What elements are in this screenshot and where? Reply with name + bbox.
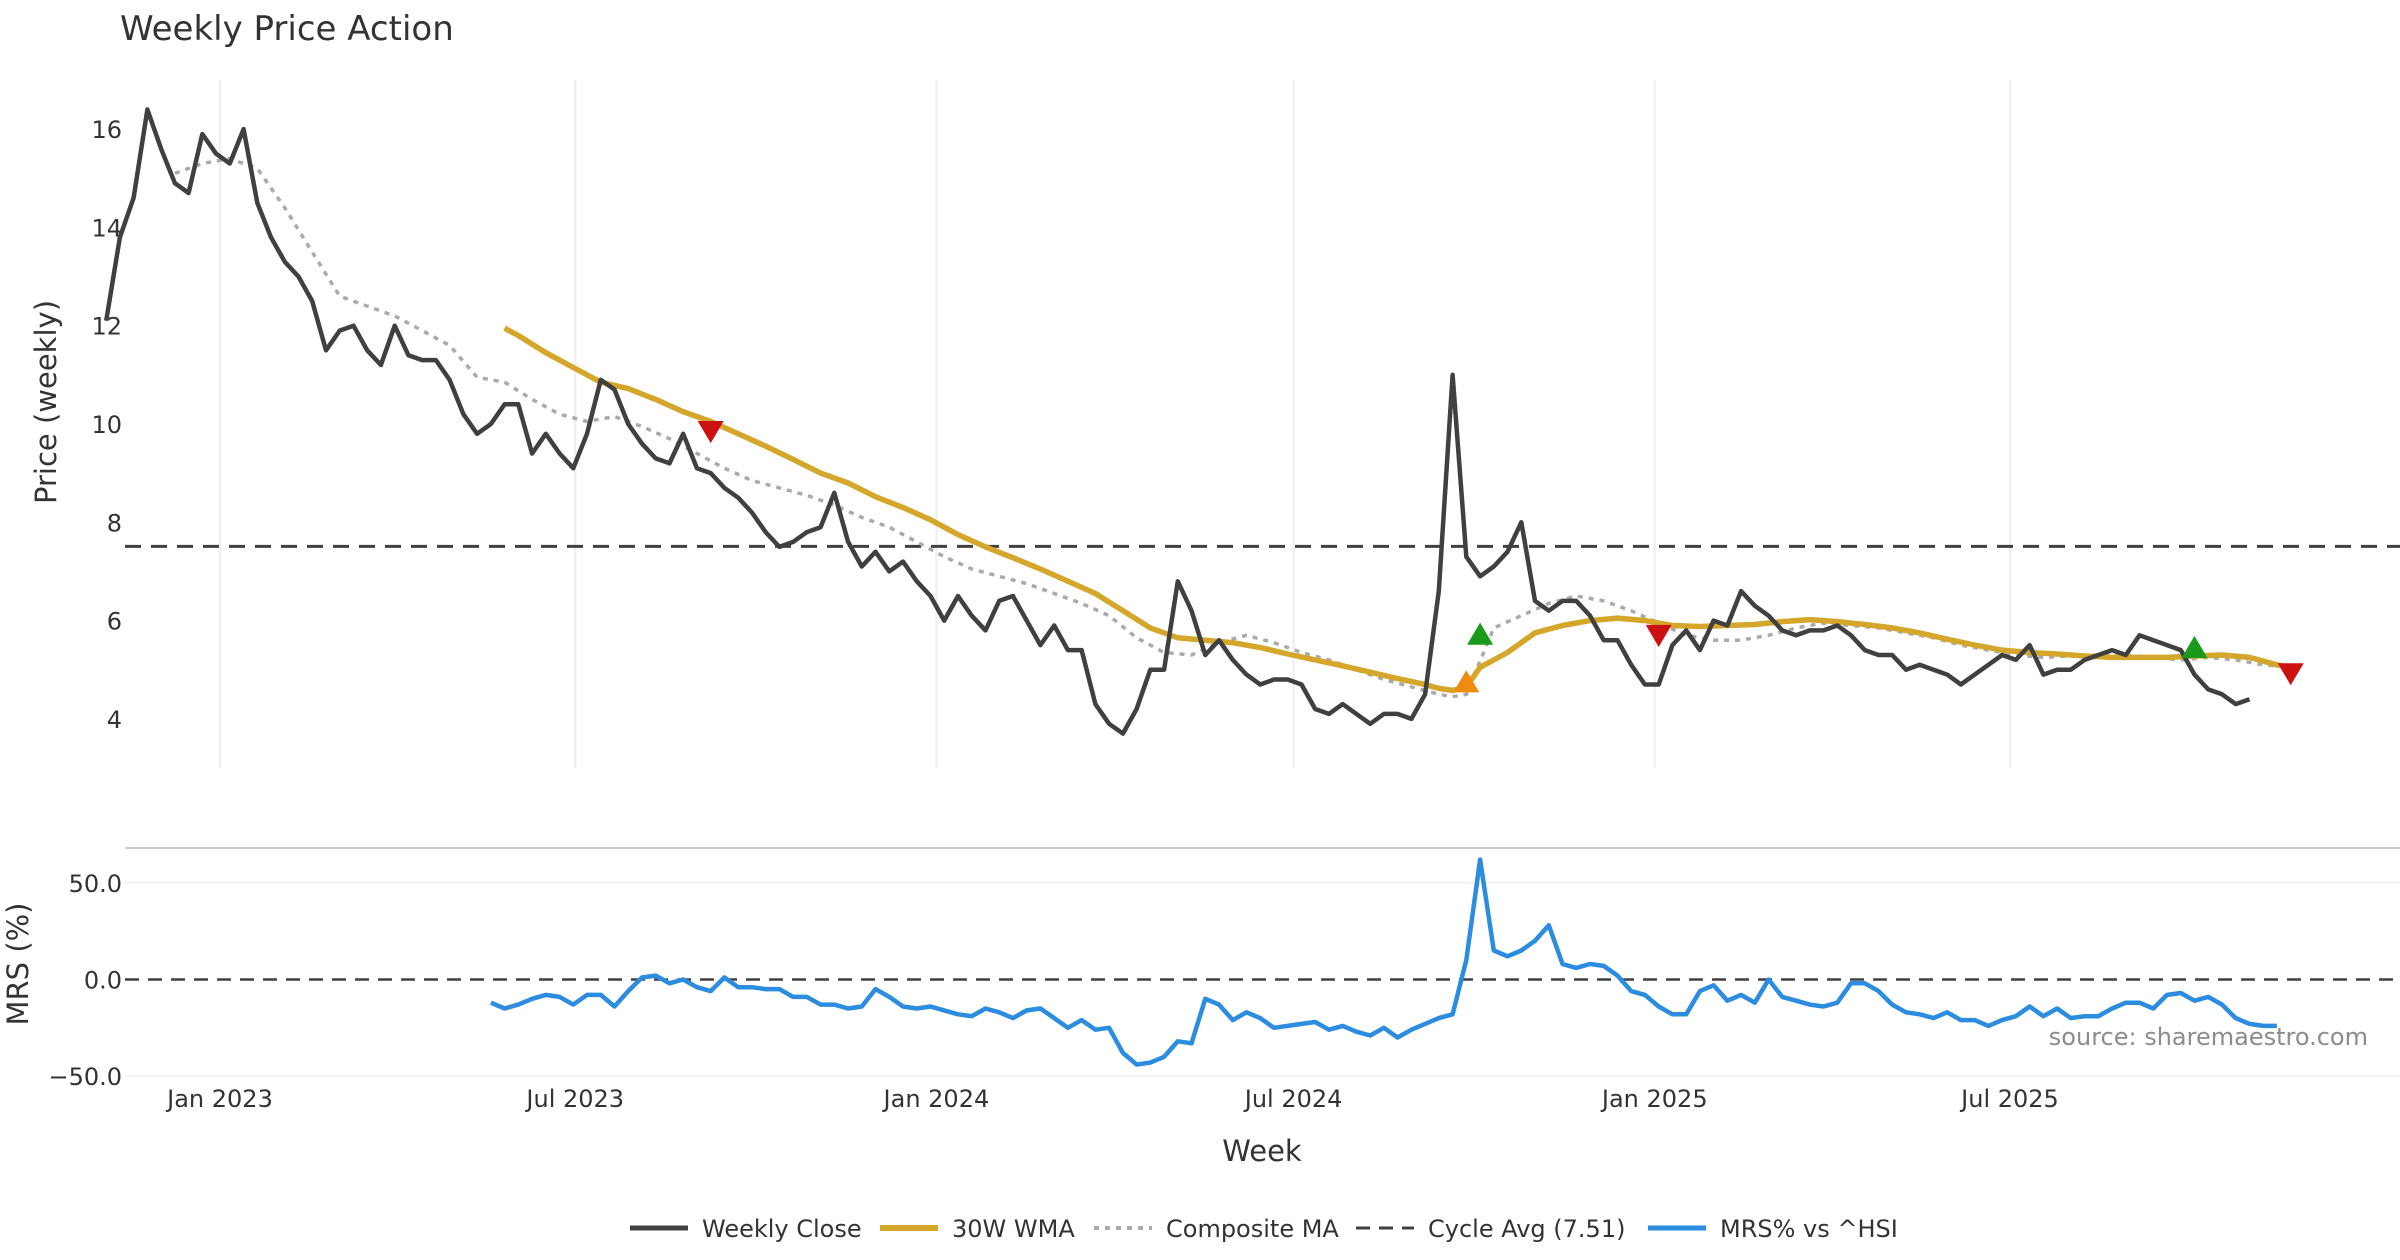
wma-30w-line: [503, 325, 2292, 694]
mrs-y-tick-label: −50.0: [48, 1063, 122, 1091]
legend-wma-label: 30W WMA: [952, 1215, 1075, 1243]
x-tick-label: Jul 2024: [1243, 1085, 1343, 1113]
signal-down-icon: [1645, 624, 1672, 647]
signal-cross-icon: [1453, 670, 1480, 693]
mrs-y-tick-label: 50.0: [69, 870, 122, 898]
mrs-y-tick-label: 0.0: [84, 966, 122, 994]
mrs-y-axis-label: MRS (%): [1, 903, 35, 1026]
x-tick-label: Jan 2023: [165, 1085, 273, 1113]
price-y-tick-label: 10: [91, 411, 122, 439]
mrs-grid: [125, 881, 2400, 1078]
legend-mrs-label: MRS% vs ^HSI: [1720, 1215, 1898, 1243]
mrs-line: [490, 857, 2277, 1067]
x-tick-label: Jul 2023: [524, 1085, 624, 1113]
signal-markers: [697, 421, 2304, 693]
mrs-y-ticks: 50.0 0.0 −50.0: [48, 870, 122, 1091]
signal-down-icon: [2277, 663, 2304, 686]
price-y-tick-label: 4: [107, 706, 122, 734]
weekly-close-line: [103, 107, 2251, 736]
legend: Weekly Close 30W WMA Composite MA Cycle Avg…: [630, 1215, 1898, 1243]
signal-up-icon: [1467, 622, 1494, 645]
legend-composite-ma-label: Composite MA: [1166, 1215, 1339, 1243]
price-y-tick-label: 8: [107, 509, 122, 537]
chart-title: Weekly Price Action: [120, 9, 454, 49]
price-grid: [219, 80, 2011, 768]
x-tick-label: Jan 2024: [882, 1085, 990, 1113]
x-tick-label: Jul 2025: [1959, 1085, 2059, 1113]
price-y-axis-label: Price (weekly): [29, 300, 63, 504]
x-axis-ticks: Jan 2023 Jul 2023 Jan 2024 Jul 2024 Jan 2025…: [165, 1085, 2059, 1113]
x-axis-label: Week: [1222, 1134, 1302, 1168]
price-y-tick-label: 14: [91, 214, 122, 242]
price-y-tick-label: 6: [107, 608, 122, 636]
signal-up-icon: [2181, 635, 2208, 658]
mrs-panel: 50.0 0.0 −50.0 MRS (%) source: sharemaestr…: [1, 847, 2400, 1091]
composite-ma-line: [174, 156, 2291, 699]
x-tick-label: Jan 2025: [1600, 1085, 1708, 1113]
legend-cycle-avg-label: Cycle Avg (7.51): [1428, 1215, 1625, 1243]
signal-down-icon: [697, 421, 724, 444]
price-y-tick-label: 16: [91, 116, 122, 144]
source-credit: source: sharemaestro.com: [2049, 1023, 2368, 1051]
legend-weekly-close-label: Weekly Close: [702, 1215, 862, 1243]
